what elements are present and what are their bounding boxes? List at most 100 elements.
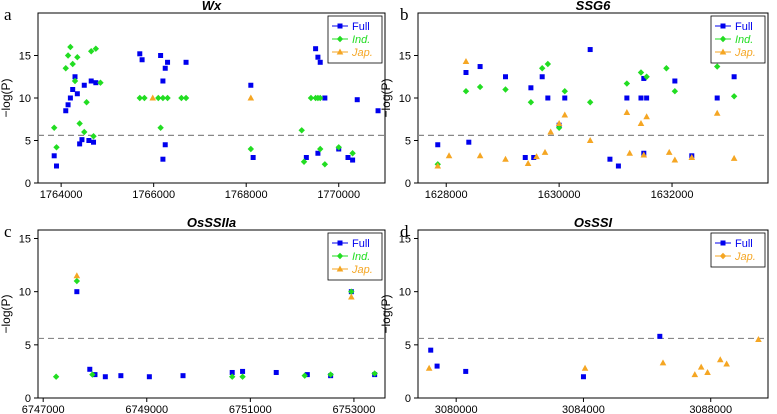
- point-jap: [671, 156, 679, 163]
- point-jap: [659, 359, 667, 366]
- legend-marker-full: [720, 240, 726, 246]
- point-full: [644, 95, 650, 101]
- point-full: [54, 163, 60, 169]
- point-full: [70, 87, 76, 92]
- point-ind: [229, 373, 236, 380]
- panel-title: OsSSIIa: [187, 215, 236, 230]
- panel-d: d OsSSI −log(P) 0 5 10 15 3080000 3084000 3088000…: [379, 215, 769, 414]
- x-tick-label: 6751000: [229, 404, 272, 414]
- point-ind: [83, 99, 90, 106]
- point-ind: [90, 133, 97, 140]
- point-ind: [52, 373, 60, 380]
- point-full: [315, 54, 321, 60]
- y-tick-label: 10: [399, 287, 411, 299]
- y-tick-label: 15: [399, 234, 411, 246]
- point-full: [250, 155, 256, 160]
- point-ind: [476, 83, 484, 91]
- point-full: [466, 139, 472, 145]
- point-ind: [155, 94, 162, 102]
- point-ind: [74, 54, 81, 61]
- point-full: [88, 78, 94, 84]
- point-ind: [555, 124, 563, 131]
- point-full: [503, 74, 508, 80]
- x-tick-label: 1632000: [651, 189, 694, 201]
- legend-label-jap: Jap.: [734, 47, 756, 59]
- point-jap: [755, 336, 762, 343]
- panel-letter: a: [4, 5, 12, 24]
- point-ind: [462, 88, 470, 95]
- point-ind: [71, 77, 79, 85]
- point-ind: [349, 150, 356, 157]
- point-full: [165, 59, 171, 65]
- legend-marker-jap: [336, 265, 344, 272]
- panel-title: OsSSI: [574, 215, 613, 230]
- point-ind: [178, 94, 185, 102]
- point-jap: [541, 148, 549, 155]
- point-ind: [348, 288, 355, 295]
- point-ind: [182, 94, 190, 102]
- plot-frame: [417, 229, 769, 399]
- panel-letter: d: [400, 222, 409, 241]
- legend-marker-ind: [336, 35, 344, 43]
- point-full: [615, 163, 621, 169]
- point-ind: [307, 94, 315, 102]
- point-ind: [247, 145, 255, 153]
- data-points: [52, 272, 378, 380]
- point-full: [87, 366, 93, 372]
- point-jap: [643, 113, 650, 120]
- point-jap: [637, 120, 645, 126]
- x-tick-label: 6749000: [125, 404, 168, 414]
- point-jap: [149, 94, 157, 101]
- point-jap: [247, 94, 255, 101]
- point-ind: [538, 65, 546, 72]
- point-full: [304, 372, 310, 378]
- legend-marker-full: [720, 23, 726, 29]
- point-ind: [81, 128, 88, 136]
- legend-box: [710, 232, 766, 268]
- point-ind: [317, 94, 324, 102]
- point-ind: [97, 79, 104, 86]
- y-tick-label: 5: [405, 136, 411, 148]
- point-ind: [730, 93, 738, 100]
- point-ind: [73, 277, 81, 285]
- point-ind: [69, 60, 76, 68]
- legend-label-jap: Jap.: [351, 47, 373, 59]
- y-tick-label: 10: [19, 93, 31, 105]
- point-jap: [581, 364, 589, 371]
- point-jap: [723, 360, 730, 367]
- point-full: [160, 78, 166, 84]
- point-ind: [64, 52, 72, 59]
- y-axis-label: −log(P): [379, 78, 393, 117]
- x-tick-label: 1770000: [317, 189, 360, 201]
- x-tick-label: 1628000: [425, 189, 468, 201]
- point-full: [63, 108, 69, 114]
- point-full: [146, 374, 152, 380]
- point-ind: [67, 43, 74, 51]
- point-ind: [527, 99, 535, 106]
- point-ind: [713, 63, 721, 70]
- point-full: [74, 91, 80, 97]
- point-ind: [239, 373, 246, 380]
- point-full: [607, 156, 613, 162]
- point-ind: [159, 94, 167, 102]
- point-full: [375, 108, 381, 114]
- panel-title: Wx: [202, 0, 222, 13]
- y-tick-label: 5: [25, 340, 31, 352]
- legend-marker-jap: [719, 48, 727, 55]
- point-jap: [524, 159, 532, 166]
- point-full: [435, 142, 441, 148]
- point-full: [522, 155, 528, 160]
- point-jap: [704, 368, 711, 375]
- point-full: [91, 139, 97, 145]
- panel-c: c OsSSIIa −log(P) 0 5 10 15 6747000 6749000 67510…: [0, 215, 386, 414]
- point-jap: [434, 162, 442, 169]
- legend-label-full: Full: [735, 21, 753, 33]
- point-full: [657, 333, 663, 339]
- point-full: [81, 82, 87, 88]
- point-ind: [89, 371, 96, 378]
- point-ind: [164, 94, 171, 102]
- point-full: [74, 289, 80, 295]
